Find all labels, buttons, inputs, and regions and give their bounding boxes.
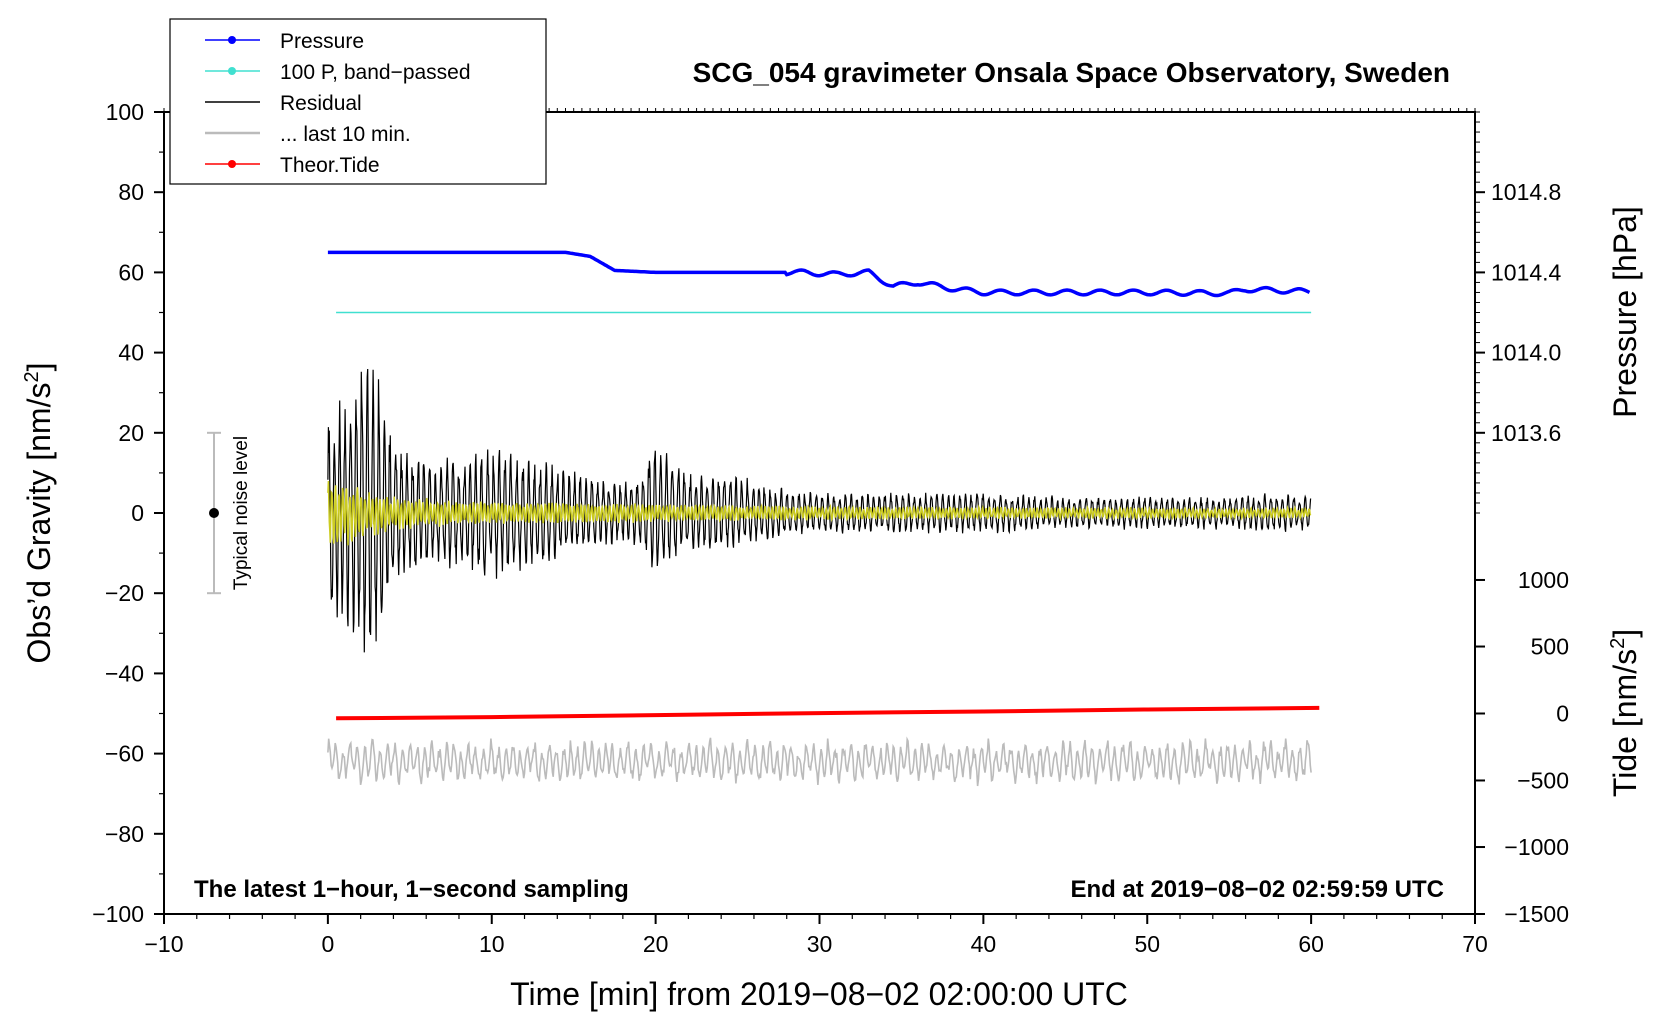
y-axis-title-pressure: Pressure [hPa] (1607, 206, 1643, 418)
noise-label: Typical noise level (231, 436, 252, 590)
x-tick-label: 60 (1298, 931, 1324, 957)
y-tick-label: 40 (118, 340, 144, 366)
y-tick-label: 80 (118, 179, 144, 205)
y-axis-title-tide-sup: 2 (1607, 638, 1629, 649)
y-tick-label: −100 (92, 901, 144, 927)
x-tick-label: 0 (321, 931, 334, 957)
legend-label: 100 P, band−passed (280, 61, 471, 84)
y-tick-label: −20 (105, 580, 144, 606)
tide-tick-label: 1000 (1518, 567, 1569, 593)
tide-tick-label: −500 (1517, 767, 1569, 793)
legend-marker (228, 67, 236, 75)
noise-level-indicator: Typical noise level (207, 431, 252, 595)
pressure-tick-label: 1013.6 (1491, 420, 1561, 446)
tide-tick-label: 500 (1531, 634, 1569, 660)
legend-marker (228, 36, 236, 44)
series-residual-smoothed (327, 480, 1312, 546)
legend-marker (228, 160, 236, 168)
y-tick-label: −40 (105, 660, 144, 686)
x-tick-label: 10 (479, 931, 505, 957)
y-axis-title-gravity: Obs’d Gravity [nm/s2] (21, 363, 57, 664)
series-residual (327, 368, 1312, 653)
chart-title: SCG_054 gravimeter Onsala Space Observat… (693, 57, 1450, 88)
annotation-sampling: The latest 1−hour, 1−second sampling (194, 876, 629, 903)
noise-bar-center-dot (209, 508, 219, 518)
x-tick-label: 50 (1134, 931, 1160, 957)
y-tick-label: −80 (105, 821, 144, 847)
series-last-10-min (327, 736, 1312, 787)
y-axis-title-tide-text: Tide [nm/s (1607, 649, 1643, 797)
x-tick-label: 70 (1462, 931, 1488, 957)
tide-tick-label: −1000 (1504, 834, 1569, 860)
legend-label: Theor.Tide (280, 154, 380, 177)
legend: Pressure 100 P, band−passed Residual ... la… (169, 18, 547, 185)
pressure-tick-label: 1014.8 (1491, 179, 1561, 205)
pressure-tick-label: 1014.4 (1491, 259, 1562, 285)
legend-label: Residual (280, 92, 362, 115)
legend-label: Pressure (280, 30, 364, 53)
legend-items: Pressure 100 P, band−passed Residual ... la… (205, 30, 471, 177)
tide-tick-label: −1500 (1504, 901, 1569, 927)
legend-label: ... last 10 min. (280, 123, 411, 146)
axis-ticks: −10 0 10 20 30 40 50 60 70100806040200−20−40−60−… (92, 99, 1569, 957)
series-theoretical-tide (336, 705, 1320, 721)
pressure-tick-label: 1014.0 (1491, 340, 1561, 366)
annotation-end-time: End at 2019−08−02 02:59:59 UTC (1070, 876, 1444, 903)
x-tick-label: −10 (144, 931, 183, 957)
y-axis-title-tide: Tide [nm/s2] (1607, 629, 1643, 797)
x-axis-title: Time [min] from 2019−08−02 02:00:00 UTC (510, 976, 1128, 1012)
y-tick-label: 0 (131, 500, 144, 526)
y-axis-title-gravity-sup: 2 (21, 371, 43, 382)
x-tick-label: 20 (643, 931, 669, 957)
tide-tick-label: 0 (1556, 701, 1569, 727)
y-axis-title-gravity-text: Obs’d Gravity [nm/s (21, 383, 57, 664)
y-axis-title-tide-close: ] (1607, 629, 1643, 638)
y-tick-label: 100 (106, 99, 144, 125)
series-layer (327, 250, 1320, 787)
y-axis-title-gravity-close: ] (21, 363, 57, 372)
y-tick-label: −60 (105, 741, 144, 767)
x-tick-label: 30 (807, 931, 833, 957)
x-tick-label: 40 (971, 931, 997, 957)
series-pressure (327, 250, 1311, 298)
y-tick-label: 60 (118, 259, 144, 285)
y-tick-label: 20 (118, 420, 144, 446)
